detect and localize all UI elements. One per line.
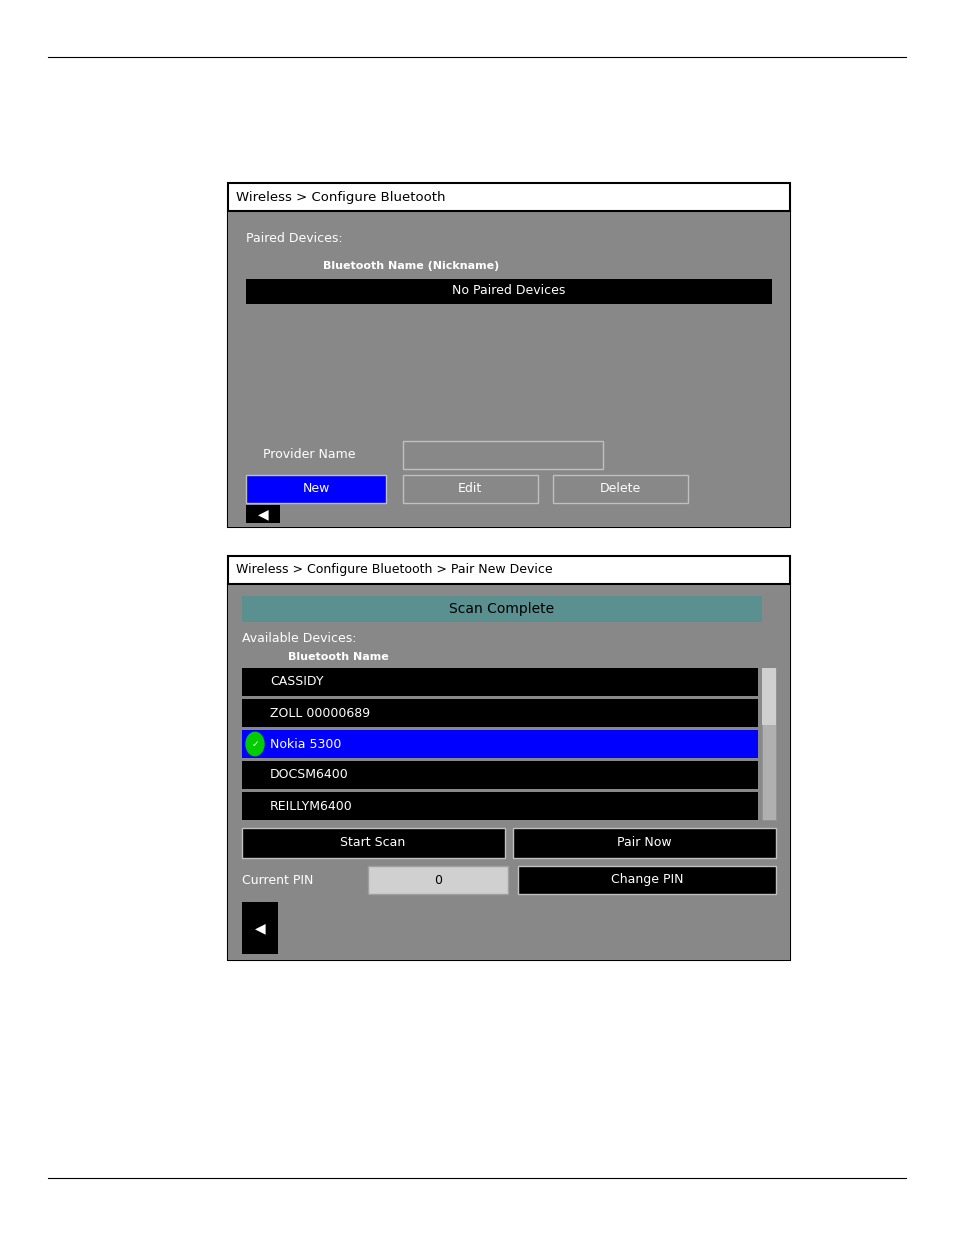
- Text: REILLYM6400: REILLYM6400: [270, 799, 353, 813]
- Text: Change PIN: Change PIN: [610, 873, 682, 887]
- Text: ◀: ◀: [254, 921, 265, 935]
- Text: Current PIN: Current PIN: [242, 873, 313, 887]
- FancyBboxPatch shape: [242, 902, 277, 953]
- FancyBboxPatch shape: [513, 827, 775, 858]
- FancyBboxPatch shape: [553, 475, 687, 503]
- Text: Pair Now: Pair Now: [616, 836, 671, 850]
- Text: DOCSM6400: DOCSM6400: [270, 768, 349, 782]
- Text: ZOLL 00000689: ZOLL 00000689: [270, 706, 370, 720]
- Text: CASSIDY: CASSIDY: [270, 676, 323, 688]
- Text: Nokia 5300: Nokia 5300: [270, 737, 341, 751]
- Text: Start Scan: Start Scan: [340, 836, 405, 850]
- FancyBboxPatch shape: [761, 668, 775, 725]
- FancyBboxPatch shape: [228, 211, 789, 527]
- FancyBboxPatch shape: [242, 761, 758, 789]
- Text: Paired Devices:: Paired Devices:: [246, 232, 342, 246]
- Text: Scan Complete: Scan Complete: [449, 601, 554, 616]
- FancyBboxPatch shape: [246, 279, 771, 304]
- FancyBboxPatch shape: [228, 584, 789, 960]
- Text: Wireless > Configure Bluetooth: Wireless > Configure Bluetooth: [235, 190, 445, 204]
- Text: Available Devices:: Available Devices:: [242, 632, 356, 646]
- FancyBboxPatch shape: [368, 866, 507, 894]
- Text: New: New: [302, 483, 330, 495]
- Text: Delete: Delete: [598, 483, 640, 495]
- Text: Bluetooth Name: Bluetooth Name: [288, 652, 388, 662]
- Text: ✓: ✓: [251, 740, 258, 748]
- FancyBboxPatch shape: [761, 668, 775, 820]
- FancyBboxPatch shape: [242, 699, 758, 727]
- Text: No Paired Devices: No Paired Devices: [452, 284, 565, 298]
- FancyBboxPatch shape: [228, 183, 789, 527]
- FancyBboxPatch shape: [246, 505, 280, 522]
- Text: Bluetooth Name (Nickname): Bluetooth Name (Nickname): [323, 261, 498, 270]
- Text: ◀: ◀: [257, 508, 268, 521]
- FancyBboxPatch shape: [402, 441, 602, 469]
- FancyBboxPatch shape: [517, 866, 775, 894]
- FancyBboxPatch shape: [246, 475, 386, 503]
- FancyBboxPatch shape: [228, 556, 789, 960]
- Circle shape: [246, 732, 264, 756]
- FancyBboxPatch shape: [242, 827, 504, 858]
- Text: Wireless > Configure Bluetooth > Pair New Device: Wireless > Configure Bluetooth > Pair Ne…: [235, 563, 552, 577]
- FancyBboxPatch shape: [242, 597, 761, 622]
- FancyBboxPatch shape: [242, 792, 758, 820]
- FancyBboxPatch shape: [242, 730, 758, 758]
- FancyBboxPatch shape: [402, 475, 537, 503]
- FancyBboxPatch shape: [242, 668, 758, 697]
- Text: 0: 0: [434, 873, 441, 887]
- Text: Edit: Edit: [457, 483, 481, 495]
- Text: Provider Name: Provider Name: [263, 448, 355, 462]
